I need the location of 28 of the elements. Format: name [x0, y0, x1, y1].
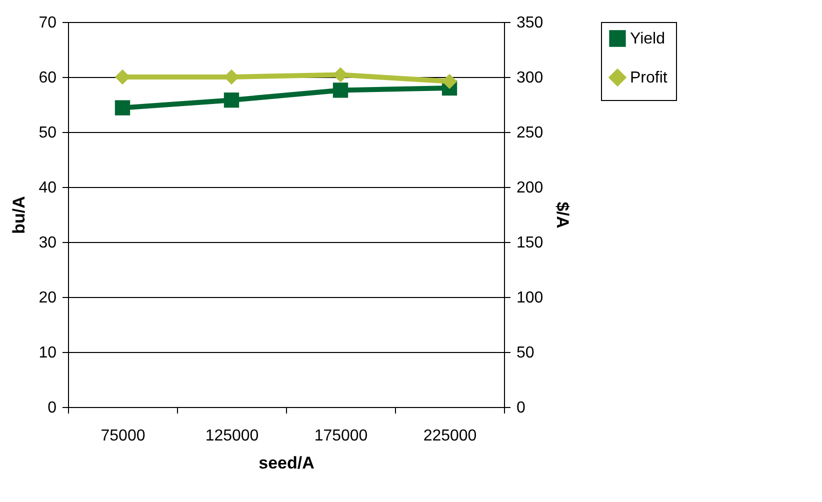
x-tick-label: 75000 — [100, 428, 146, 444]
y-tick-label: 30 — [38, 234, 57, 252]
legend-label: Yield — [630, 30, 665, 48]
y2-axis-title: $/A — [553, 202, 572, 228]
x-tick-label: 125000 — [205, 428, 259, 444]
y2-tick-label: 100 — [516, 290, 544, 306]
y2-tick-label: 350 — [516, 14, 544, 32]
point — [332, 82, 348, 98]
x-tick-label: 175000 — [314, 428, 368, 444]
y2-tick-label: 50 — [516, 344, 534, 362]
y2-tick-label: 300 — [516, 70, 544, 86]
legend-label: Profit — [630, 70, 668, 86]
y-tick-label: 20 — [38, 290, 57, 306]
point — [224, 92, 240, 108]
y2-tick-label: 0 — [516, 400, 526, 416]
point — [114, 100, 130, 116]
y-tick-label: 60 — [38, 70, 57, 86]
y-tick-label: 0 — [48, 400, 57, 416]
x-tick-label: 225000 — [423, 428, 477, 444]
y-tick-label: 10 — [38, 344, 57, 362]
y-tick-label: 70 — [38, 14, 57, 32]
y-tick-label: 40 — [38, 180, 57, 196]
y-axis-title: bu/A — [10, 196, 29, 234]
x-axis-title: seed/A — [258, 454, 314, 472]
y2-tick-label: 200 — [516, 180, 544, 196]
y2-tick-label: 250 — [516, 124, 544, 142]
y2-tick-label: 150 — [516, 234, 544, 252]
y-tick-label: 50 — [38, 124, 57, 142]
